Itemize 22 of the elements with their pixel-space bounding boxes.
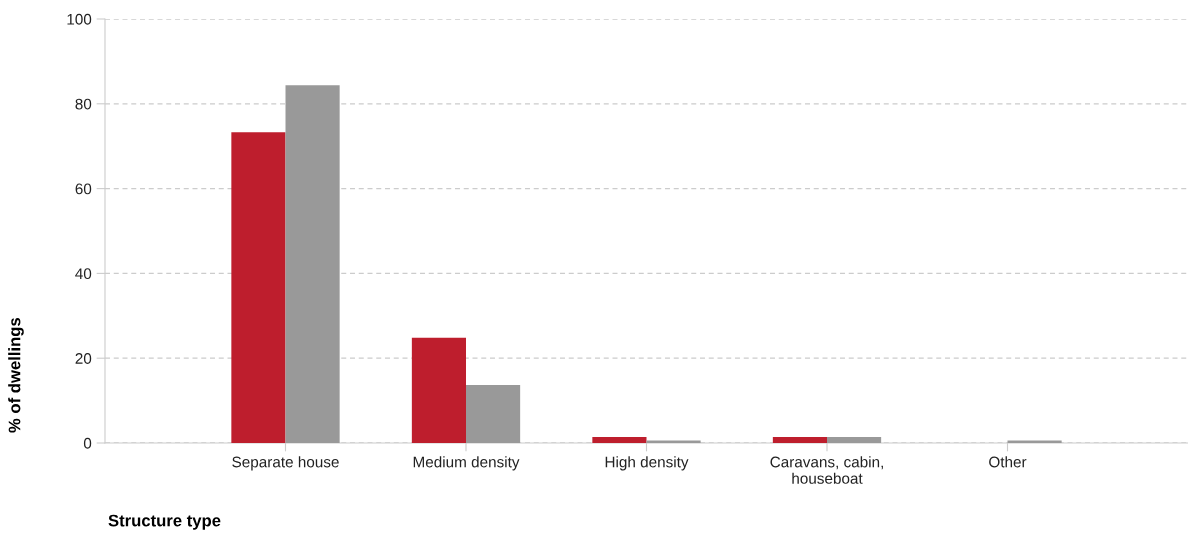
- bar: [827, 437, 882, 443]
- x-tick-label: Caravans, cabin, houseboat: [770, 456, 883, 484]
- y-tick-label: 100: [67, 13, 92, 25]
- bar: [1007, 440, 1062, 443]
- bar: [466, 384, 521, 443]
- y-tick-label: 80: [75, 98, 92, 110]
- bar: [646, 440, 701, 443]
- bar: [231, 132, 286, 443]
- x-tick-label: Medium density: [413, 456, 520, 471]
- x-tick-label: Other: [989, 456, 1027, 468]
- bar: [592, 437, 647, 443]
- y-tick-label: 60: [75, 183, 92, 195]
- y-tick-label: 40: [75, 268, 92, 280]
- bar: [411, 337, 466, 443]
- bar: [285, 85, 340, 443]
- bar: [772, 437, 827, 443]
- x-axis-title: Structure type: [108, 514, 221, 530]
- y-tick-label: 0: [83, 437, 92, 449]
- x-tick-label: High density: [605, 456, 689, 471]
- y-axis-title: % of dwellings: [8, 317, 24, 433]
- x-tick-label: Separate house: [232, 456, 339, 471]
- y-tick-label: 20: [75, 353, 92, 364]
